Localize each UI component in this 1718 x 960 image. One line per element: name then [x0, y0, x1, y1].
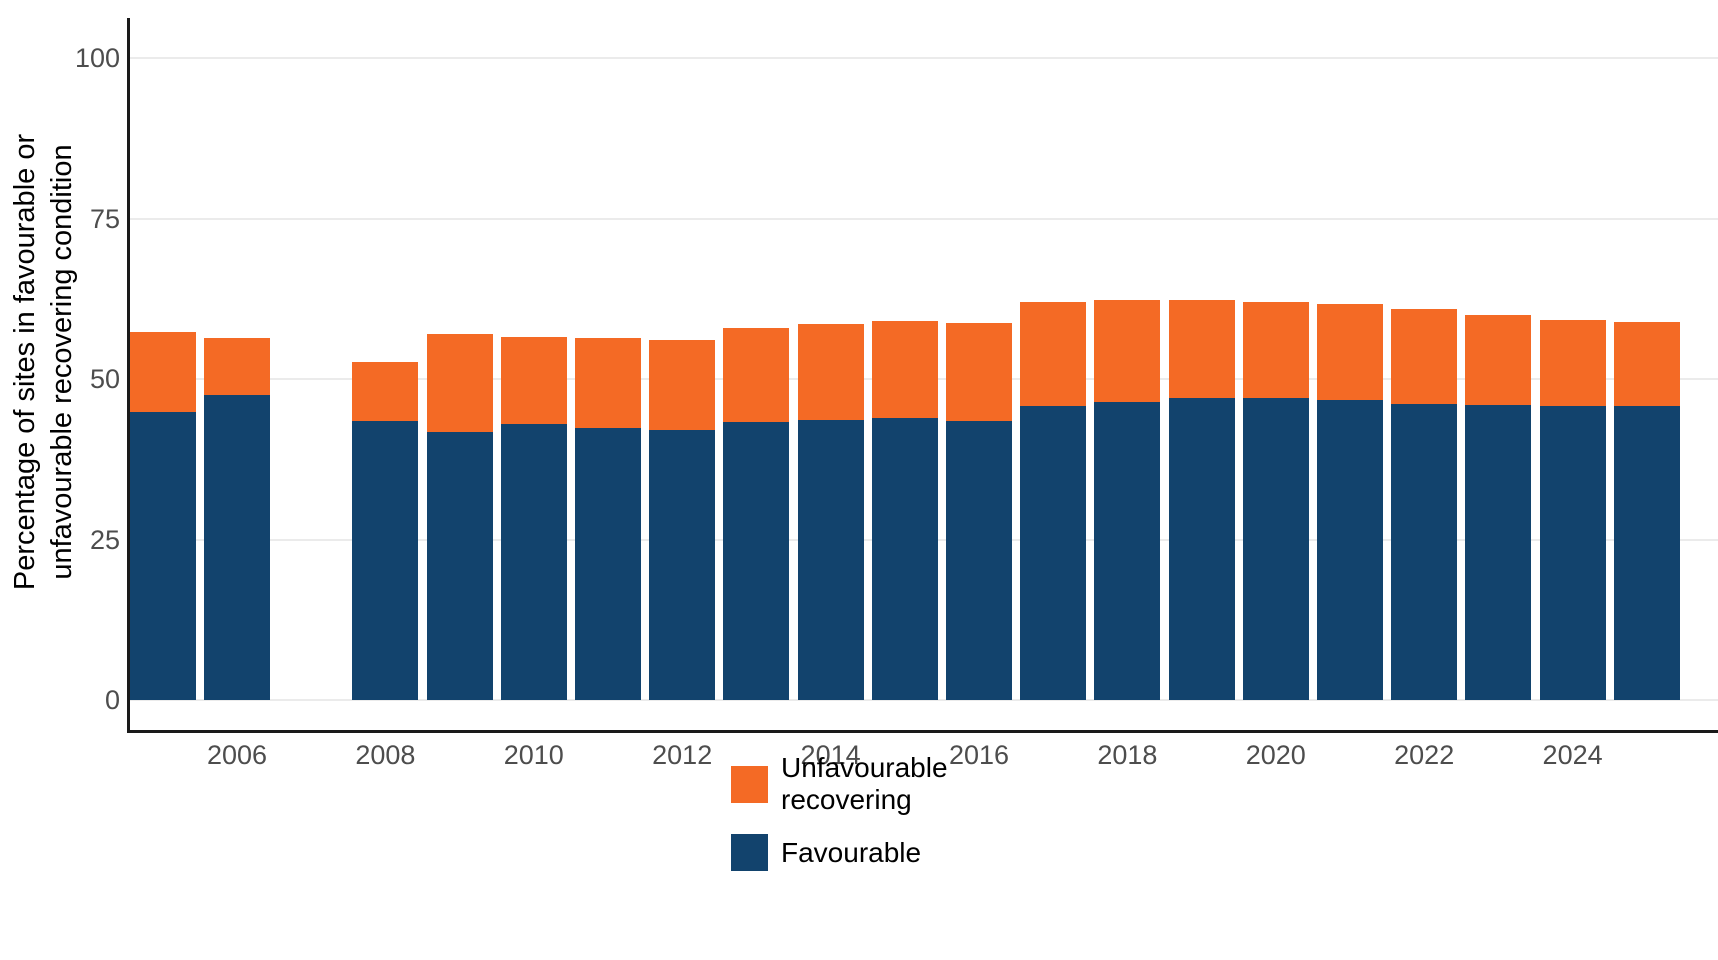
- bar-2018-unfavourable-recovering: [1094, 300, 1161, 403]
- x-tick-label-2006: 2006: [206, 740, 268, 770]
- bar-2023-favourable: [1465, 405, 1532, 700]
- bar-2022-unfavourable-recovering: [1391, 309, 1458, 405]
- bar-2016-unfavourable-recovering: [946, 322, 1012, 421]
- y-tick-label-50: 50: [89, 364, 120, 394]
- bar-2008-unfavourable-recovering: [352, 362, 419, 421]
- bar-2016-favourable: [946, 420, 1012, 700]
- gridline-75: [129, 217, 1718, 220]
- bar-2024-unfavourable-recovering: [1539, 319, 1606, 406]
- legend-label-favourable: Favourable: [781, 836, 922, 868]
- bar-2021-favourable: [1317, 400, 1383, 700]
- y-tick-label-25: 25: [89, 524, 120, 555]
- y-axis-title-line1: Percentage of sites in favourable or: [9, 133, 41, 591]
- x-tick-label-2014: 2014: [800, 740, 861, 770]
- bar-2020-unfavourable-recovering: [1242, 301, 1309, 399]
- bar-2017-unfavourable-recovering: [1020, 301, 1087, 406]
- y-tick-label-0: 0: [104, 685, 120, 715]
- x-tick-label-2018: 2018: [1097, 740, 1158, 770]
- bar-2013-favourable: [723, 422, 790, 700]
- legend-swatch-unfavourable-recovering: [731, 765, 768, 803]
- bar-2005-unfavourable-recovering: [129, 332, 196, 412]
- gridline-100: [129, 57, 1718, 59]
- y-tick-label-75: 75: [89, 203, 120, 234]
- bar-2012-favourable: [649, 430, 716, 700]
- bar-2025-unfavourable-recovering: [1613, 321, 1680, 406]
- y-tick-label-100: 100: [74, 43, 120, 73]
- bar-2020-favourable: [1242, 398, 1309, 700]
- bar-2021-unfavourable-recovering: [1317, 303, 1383, 401]
- bar-2018-favourable: [1094, 402, 1161, 700]
- bar-2019-favourable: [1168, 398, 1235, 700]
- gridline-0: [129, 699, 1718, 701]
- bar-2010-unfavourable-recovering: [500, 337, 567, 424]
- legend-swatch-favourable: [731, 834, 768, 871]
- bar-2010-favourable: [500, 423, 567, 700]
- x-tick-label-2024: 2024: [1542, 740, 1603, 770]
- bar-2017-favourable: [1020, 405, 1087, 700]
- bar-2009-unfavourable-recovering: [426, 334, 493, 433]
- bar-2008-favourable: [352, 420, 419, 700]
- bar-2011-unfavourable-recovering: [575, 337, 641, 428]
- bar-2023-unfavourable-recovering: [1465, 314, 1532, 406]
- legend-item-favourable: Favourable: [731, 834, 971, 871]
- bar-2025-favourable: [1613, 405, 1680, 700]
- bar-2014-unfavourable-recovering: [797, 323, 864, 421]
- bar-2013-unfavourable-recovering: [723, 328, 790, 422]
- bar-2019-unfavourable-recovering: [1168, 300, 1235, 399]
- bar-2012-unfavourable-recovering: [649, 339, 716, 431]
- x-tick-label-2010: 2010: [503, 740, 564, 770]
- bar-2006-unfavourable-recovering: [204, 337, 270, 396]
- x-tick-label-2008: 2008: [355, 740, 416, 770]
- bar-2006-favourable: [204, 395, 270, 700]
- legend: Unfavourable recovering Favourable: [731, 752, 971, 871]
- x-tick-label-2016: 2016: [948, 740, 1010, 770]
- x-axis-line: [127, 730, 1718, 733]
- bar-2022-favourable: [1391, 404, 1458, 700]
- bar-2011-favourable: [575, 427, 641, 700]
- bar-2014-favourable: [797, 420, 864, 700]
- legend-item-unfavourable-recovering: Unfavourable recovering: [731, 752, 971, 816]
- bar-2024-favourable: [1539, 405, 1606, 700]
- bar-2015-favourable: [871, 418, 938, 700]
- x-tick-label-2012: 2012: [652, 740, 713, 770]
- legend-label-unfavourable-recovering: Unfavourable recovering: [781, 752, 948, 815]
- x-tick-label-2020: 2020: [1245, 740, 1306, 770]
- bar-2005-favourable: [129, 411, 196, 700]
- y-axis-title: Percentage of sites in favourable or unf…: [7, 9, 83, 715]
- bar-2015-unfavourable-recovering: [871, 321, 938, 419]
- y-axis-line: [127, 18, 130, 730]
- x-tick-label-2022: 2022: [1394, 740, 1455, 770]
- y-axis-title-line2: unfavourable recovering condition: [46, 144, 78, 580]
- bar-2009-favourable: [426, 432, 493, 700]
